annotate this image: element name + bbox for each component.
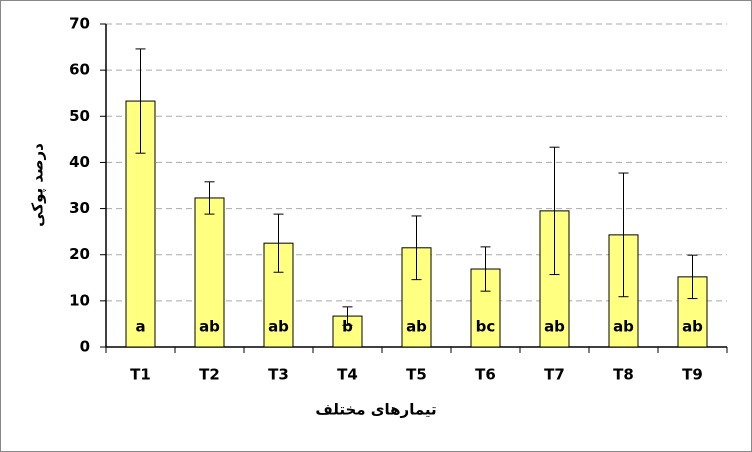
group-letter: a — [135, 318, 145, 336]
y-tick-label: 20 — [69, 245, 90, 263]
error-bar — [135, 48, 146, 154]
group-letter: ab — [199, 318, 220, 336]
error-bar — [204, 181, 215, 215]
error-bar — [411, 215, 422, 281]
x-tick-label: T4 — [337, 366, 358, 384]
error-bar — [618, 172, 629, 298]
group-letter: ab — [682, 318, 703, 336]
group-letter: ab — [406, 318, 427, 336]
y-tick-label: 0 — [80, 338, 90, 356]
x-tick-label: T8 — [613, 366, 634, 384]
y-axis-label: درصد پوکی — [29, 143, 48, 227]
error-bar — [549, 146, 560, 276]
error-bar — [273, 213, 284, 273]
y-tick-label: 30 — [69, 199, 90, 217]
y-tick-label: 50 — [69, 107, 90, 125]
x-tick-label: T5 — [406, 366, 427, 384]
group-letter: ab — [268, 318, 289, 336]
error-bar — [480, 246, 491, 292]
x-tick-label: T6 — [475, 366, 496, 384]
bar — [401, 247, 432, 348]
error-bar — [342, 306, 353, 326]
x-axis-label: تیمارهای مختلف — [315, 401, 436, 419]
y-tick-label: 60 — [69, 61, 90, 79]
y-tick-label: 40 — [69, 153, 90, 171]
group-letter: bc — [476, 318, 496, 336]
x-tick-label: T1 — [130, 366, 151, 384]
x-tick-label: T7 — [544, 366, 565, 384]
bar — [194, 197, 225, 348]
error-bar — [687, 254, 698, 300]
x-tick-label: T9 — [682, 366, 703, 384]
y-tick-label: 10 — [69, 291, 90, 309]
bar — [125, 100, 156, 348]
x-tick-label: T3 — [268, 366, 289, 384]
group-letter: b — [342, 318, 353, 336]
group-letter: ab — [544, 318, 565, 336]
y-tick-label: 70 — [69, 15, 90, 33]
x-tick-label: T2 — [199, 366, 220, 384]
group-letter: ab — [613, 318, 634, 336]
